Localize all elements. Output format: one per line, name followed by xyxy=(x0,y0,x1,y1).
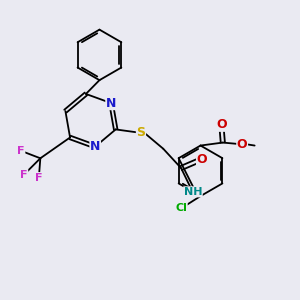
Text: S: S xyxy=(136,126,146,139)
Text: O: O xyxy=(196,153,207,166)
Text: F: F xyxy=(35,172,43,183)
Text: F: F xyxy=(17,146,25,156)
Text: N: N xyxy=(106,97,116,110)
Text: F: F xyxy=(20,169,28,180)
Text: O: O xyxy=(216,118,226,131)
Text: N: N xyxy=(90,140,101,153)
Text: O: O xyxy=(237,138,248,151)
Text: NH: NH xyxy=(184,187,202,197)
Text: Cl: Cl xyxy=(175,203,187,213)
